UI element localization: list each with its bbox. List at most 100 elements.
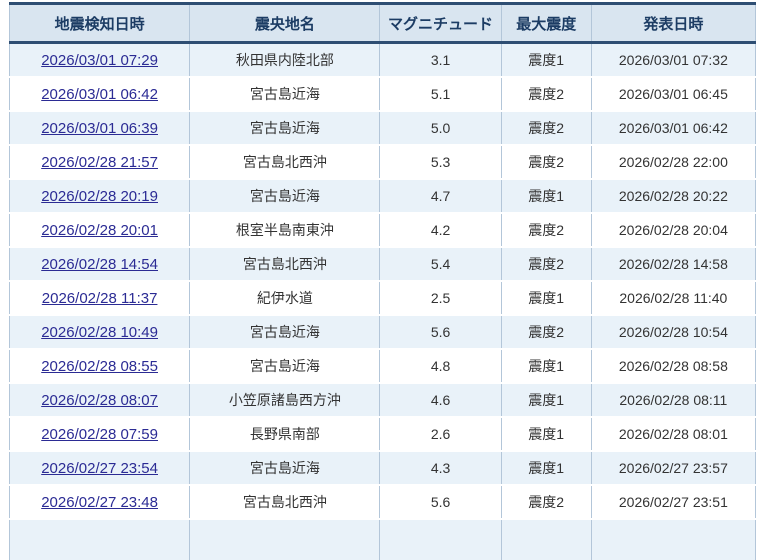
announced-time-cell: 2026/03/01 06:42 (591, 111, 755, 145)
table-row: 2026/02/27 23:54 宮古島近海 4.3 震度1 2026/02/2… (10, 451, 756, 485)
magnitude-cell: 4.3 (380, 451, 501, 485)
table-row: 2026/02/28 14:54 宮古島北西沖 5.4 震度2 2026/02/… (10, 247, 756, 281)
magnitude-cell: 4.6 (380, 383, 501, 417)
epicenter-cell: 宮古島近海 (190, 451, 380, 485)
epicenter-cell: 宮古島近海 (190, 77, 380, 111)
announced-time-cell: 2026/02/28 11:40 (591, 281, 755, 315)
announced-time-cell: 2026/02/28 22:00 (591, 145, 755, 179)
earthquake-detail-link[interactable]: 2026/02/28 07:59 (41, 426, 158, 443)
column-header-announced-time: 発表日時 (591, 4, 755, 43)
table-row: 2026/02/28 07:59 長野県南部 2.6 震度1 2026/02/2… (10, 417, 756, 451)
table-row: 2026/02/28 21:57 宮古島北西沖 5.3 震度2 2026/02/… (10, 145, 756, 179)
earthquake-detail-link[interactable]: 2026/02/27 23:48 (41, 494, 158, 511)
intensity-cell: 震度2 (501, 111, 591, 145)
table-row: 2026/02/28 10:49 宮古島近海 5.6 震度2 2026/02/2… (10, 315, 756, 349)
epicenter-cell: 宮古島近海 (190, 179, 380, 213)
announced-time-cell: 2026/03/01 06:45 (591, 77, 755, 111)
earthquake-detail-link[interactable]: 2026/03/01 06:39 (41, 120, 158, 137)
magnitude-cell: 5.0 (380, 111, 501, 145)
earthquake-detail-link[interactable]: 2026/02/27 23:54 (41, 460, 158, 477)
magnitude-cell: 5.3 (380, 145, 501, 179)
intensity-cell: 震度2 (501, 77, 591, 111)
column-header-max-intensity: 最大震度 (501, 4, 591, 43)
magnitude-cell: 5.6 (380, 315, 501, 349)
earthquake-detail-link[interactable]: 2026/02/28 14:54 (41, 256, 158, 273)
intensity-cell: 震度1 (501, 43, 591, 78)
announced-time-cell: 2026/02/28 14:58 (591, 247, 755, 281)
epicenter-cell: 秋田県内陸北部 (190, 43, 380, 78)
magnitude-cell: 5.6 (380, 485, 501, 519)
magnitude-cell: 4.2 (380, 213, 501, 247)
intensity-cell: 震度1 (501, 383, 591, 417)
announced-time-cell: 2026/02/28 08:01 (591, 417, 755, 451)
magnitude-cell: 4.8 (380, 349, 501, 383)
announced-time-cell: 2026/02/27 23:51 (591, 485, 755, 519)
earthquake-detail-link[interactable]: 2026/02/28 21:57 (41, 154, 158, 171)
epicenter-cell: 紀伊水道 (190, 281, 380, 315)
detected-time-cell: 2026/02/28 20:19 (10, 179, 190, 213)
earthquake-detail-link[interactable]: 2026/03/01 07:29 (41, 52, 158, 69)
intensity-cell: 震度1 (501, 349, 591, 383)
intensity-cell: 震度1 (501, 451, 591, 485)
table-header-row: 地震検知日時 震央地名 マグニチュード 最大震度 発表日時 (10, 4, 756, 43)
table-row: 2026/02/28 08:55 宮古島近海 4.8 震度1 2026/02/2… (10, 349, 756, 383)
earthquake-detail-link[interactable]: 2026/02/28 08:07 (41, 392, 158, 409)
magnitude-cell: 5.4 (380, 247, 501, 281)
earthquake-detail-link[interactable]: 2026/02/28 20:01 (41, 222, 158, 239)
announced-time-cell: 2026/02/27 23:57 (591, 451, 755, 485)
epicenter-cell: 根室半島南東沖 (190, 213, 380, 247)
announced-time-cell: 2026/02/28 10:54 (591, 315, 755, 349)
table-row: 2026/02/28 08:07 小笠原諸島西方沖 4.6 震度1 2026/0… (10, 383, 756, 417)
magnitude-cell: 5.1 (380, 77, 501, 111)
earthquake-detail-link[interactable]: 2026/02/28 20:19 (41, 188, 158, 205)
intensity-cell: 震度2 (501, 213, 591, 247)
epicenter-cell: 宮古島近海 (190, 349, 380, 383)
column-header-detected-time: 地震検知日時 (10, 4, 190, 43)
detected-time-cell: 2026/02/28 14:54 (10, 247, 190, 281)
intensity-cell: 震度2 (501, 247, 591, 281)
epicenter-cell: 長野県南部 (190, 417, 380, 451)
intensity-cell: 震度1 (501, 179, 591, 213)
epicenter-cell: 宮古島北西沖 (190, 485, 380, 519)
table-row: 2026/03/01 07:29 秋田県内陸北部 3.1 震度1 2026/03… (10, 43, 756, 78)
column-header-epicenter: 震央地名 (190, 4, 380, 43)
epicenter-cell: 宮古島近海 (190, 111, 380, 145)
earthquake-detail-link[interactable]: 2026/02/28 11:37 (42, 290, 158, 307)
announced-time-cell: 2026/02/28 20:22 (591, 179, 755, 213)
detected-time-cell: 2026/03/01 06:42 (10, 77, 190, 111)
detected-time-cell: 2026/02/28 21:57 (10, 145, 190, 179)
magnitude-cell: 4.7 (380, 179, 501, 213)
detected-time-cell: 2026/02/28 08:07 (10, 383, 190, 417)
magnitude-cell: 3.1 (380, 43, 501, 78)
announced-time-cell: 2026/02/28 20:04 (591, 213, 755, 247)
announced-time-cell: 2026/03/01 07:32 (591, 43, 755, 78)
earthquake-detail-link[interactable]: 2026/02/28 10:49 (41, 324, 158, 341)
epicenter-cell: 宮古島近海 (190, 315, 380, 349)
epicenter-cell: 宮古島北西沖 (190, 247, 380, 281)
intensity-cell: 震度1 (501, 417, 591, 451)
detected-time-cell: 2026/02/27 23:48 (10, 485, 190, 519)
detected-time-cell: 2026/02/28 10:49 (10, 315, 190, 349)
column-header-magnitude: マグニチュード (380, 4, 501, 43)
intensity-cell: 震度2 (501, 315, 591, 349)
detected-time-cell: 2026/02/28 20:01 (10, 213, 190, 247)
intensity-cell: 震度2 (501, 485, 591, 519)
table-row: 2026/03/01 06:42 宮古島近海 5.1 震度2 2026/03/0… (10, 77, 756, 111)
table-row: 2026/02/28 20:01 根室半島南東沖 4.2 震度2 2026/02… (10, 213, 756, 247)
earthquake-table-body: 2026/03/01 07:29 秋田県内陸北部 3.1 震度1 2026/03… (10, 43, 756, 560)
table-row: 2026/03/01 06:39 宮古島近海 5.0 震度2 2026/03/0… (10, 111, 756, 145)
earthquake-detail-link[interactable]: 2026/03/01 06:42 (41, 86, 158, 103)
detected-time-cell: 2026/02/27 23:54 (10, 451, 190, 485)
intensity-cell: 震度1 (501, 281, 591, 315)
intensity-cell: 震度2 (501, 145, 591, 179)
earthquake-detail-link[interactable]: 2026/02/28 08:55 (41, 358, 158, 375)
earthquake-table: 地震検知日時 震央地名 マグニチュード 最大震度 発表日時 2026/03/01… (9, 2, 756, 560)
table-row: 2026/02/27 23:48 宮古島北西沖 5.6 震度2 2026/02/… (10, 485, 756, 519)
magnitude-cell: 2.5 (380, 281, 501, 315)
detected-time-cell: 2026/03/01 06:39 (10, 111, 190, 145)
detected-time-cell: 2026/02/28 11:37 (10, 281, 190, 315)
epicenter-cell: 小笠原諸島西方沖 (190, 383, 380, 417)
magnitude-cell: 2.6 (380, 417, 501, 451)
announced-time-cell: 2026/02/28 08:58 (591, 349, 755, 383)
